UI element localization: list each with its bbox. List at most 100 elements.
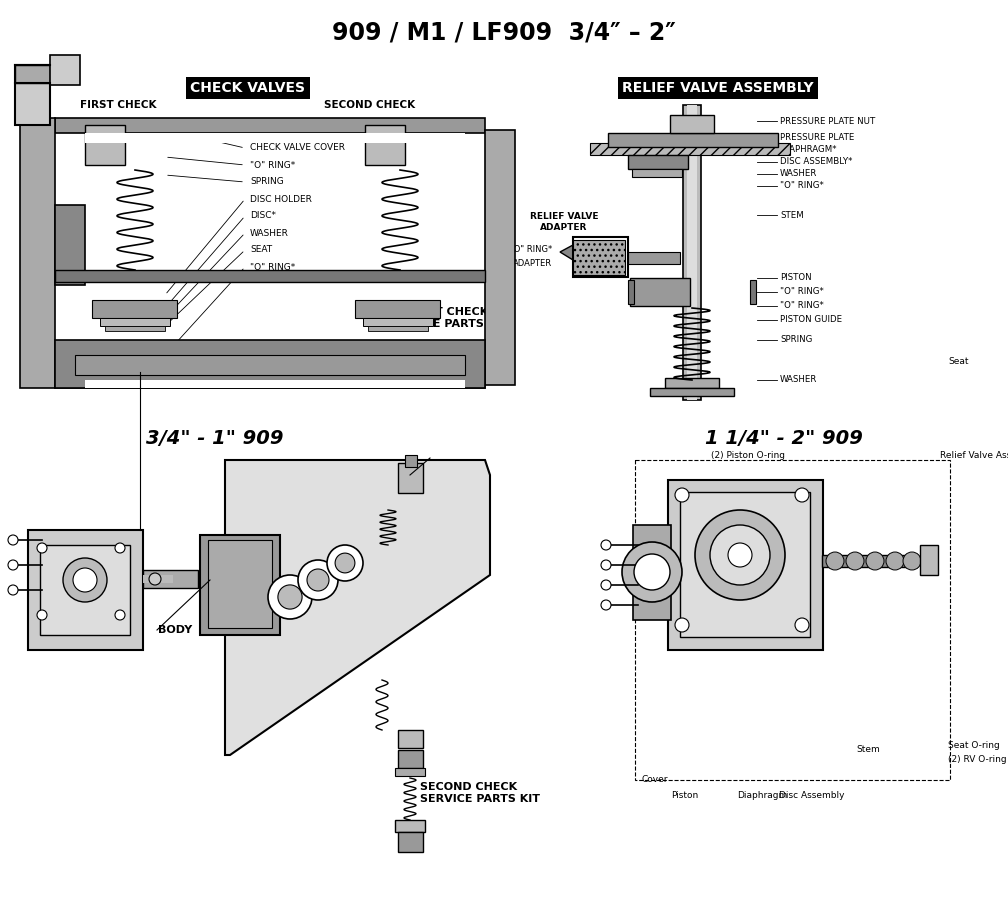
Text: BODY: BODY: [158, 625, 193, 635]
Bar: [55, 118, 485, 133]
Circle shape: [675, 488, 689, 502]
Bar: [55, 340, 485, 388]
Bar: [143, 575, 173, 583]
Text: "O" RING*: "O" RING*: [780, 302, 824, 310]
Text: "O" RING*: "O" RING*: [780, 287, 824, 296]
Text: Relief Valve Assembly: Relief Valve Assembly: [940, 452, 1008, 461]
Circle shape: [62, 558, 107, 602]
Text: SPRING: SPRING: [250, 177, 283, 186]
Bar: [665, 378, 719, 388]
Text: DISC ASSEMBLY*: DISC ASSEMBLY*: [780, 158, 853, 166]
Bar: [822, 555, 917, 567]
Bar: [608, 133, 778, 147]
Circle shape: [866, 552, 884, 570]
Bar: [85, 380, 465, 388]
Text: WASHER: WASHER: [780, 169, 817, 178]
Circle shape: [795, 488, 809, 502]
Polygon shape: [560, 245, 573, 260]
Circle shape: [601, 540, 611, 550]
Bar: [573, 240, 625, 275]
Circle shape: [8, 560, 18, 570]
Circle shape: [826, 552, 844, 570]
Circle shape: [149, 573, 161, 585]
Circle shape: [795, 618, 809, 632]
Circle shape: [675, 618, 689, 632]
Text: Seat O-ring: Seat O-ring: [948, 741, 1000, 750]
Bar: [368, 326, 428, 331]
Circle shape: [115, 543, 125, 553]
Bar: [683, 105, 701, 400]
Bar: [15, 65, 50, 83]
Text: "O" RING*: "O" RING*: [510, 246, 552, 255]
Circle shape: [634, 554, 670, 590]
Circle shape: [886, 552, 904, 570]
Bar: [750, 280, 756, 304]
Bar: [105, 326, 165, 331]
Text: SECOND CHECK: SECOND CHECK: [325, 100, 415, 110]
Bar: [680, 492, 810, 637]
Bar: [920, 545, 938, 575]
Bar: [633, 525, 671, 620]
Bar: [363, 318, 433, 326]
Bar: [55, 370, 485, 388]
Text: Diaphragm: Diaphragm: [737, 790, 787, 799]
Bar: [20, 118, 55, 388]
Circle shape: [728, 543, 752, 567]
Bar: [365, 125, 405, 165]
Bar: [398, 750, 423, 768]
Circle shape: [846, 552, 864, 570]
Bar: [92, 300, 177, 318]
Bar: [628, 155, 688, 169]
Text: FIRST CHECK
SERVICE PARTS KIT: FIRST CHECK SERVICE PARTS KIT: [388, 307, 508, 328]
Circle shape: [8, 535, 18, 545]
Text: WASHER: WASHER: [250, 229, 289, 238]
Bar: [635, 460, 950, 780]
Bar: [100, 318, 170, 326]
Bar: [200, 535, 280, 635]
Bar: [398, 730, 423, 748]
Text: Cover: Cover: [642, 776, 668, 785]
Text: WASHER: WASHER: [780, 375, 817, 384]
Text: RELIEF VALVE
ADAPTER: RELIEF VALVE ADAPTER: [530, 212, 599, 231]
Bar: [143, 570, 198, 588]
Bar: [355, 300, 440, 318]
Polygon shape: [225, 460, 490, 755]
Text: DISC HOLDER: DISC HOLDER: [250, 194, 311, 203]
Text: RELIEF VALVE ASSEMBLY: RELIEF VALVE ASSEMBLY: [622, 81, 813, 95]
Circle shape: [37, 543, 47, 553]
Text: (2) Piston O-ring: (2) Piston O-ring: [711, 452, 785, 461]
Text: "O" RING*: "O" RING*: [250, 263, 295, 272]
Bar: [628, 252, 680, 264]
Circle shape: [73, 568, 97, 592]
Text: CHECK VALVE COVER: CHECK VALVE COVER: [250, 143, 345, 152]
Circle shape: [601, 560, 611, 570]
Circle shape: [115, 610, 125, 620]
Circle shape: [37, 610, 47, 620]
Circle shape: [327, 545, 363, 581]
Bar: [28, 530, 143, 650]
Circle shape: [601, 600, 611, 610]
Bar: [208, 540, 272, 628]
Text: SPRING: SPRING: [780, 336, 812, 345]
Text: PRESSURE PLATE: PRESSURE PLATE: [780, 133, 855, 142]
Bar: [75, 355, 465, 375]
Text: DISC*: DISC*: [250, 212, 276, 220]
Text: FIRST CHECK: FIRST CHECK: [80, 100, 156, 110]
Bar: [670, 115, 714, 133]
Text: (2) RV O-ring: (2) RV O-ring: [948, 755, 1007, 764]
Text: Stem: Stem: [856, 745, 880, 754]
Circle shape: [601, 580, 611, 590]
Circle shape: [298, 560, 338, 600]
Text: "O" RING*: "O" RING*: [250, 160, 295, 169]
Text: STEM: STEM: [780, 211, 803, 220]
Text: Seat: Seat: [948, 357, 969, 366]
Text: SEAT: SEAT: [250, 246, 272, 255]
Bar: [85, 133, 465, 143]
Bar: [573, 237, 628, 277]
Bar: [485, 130, 515, 385]
Bar: [632, 169, 682, 177]
Text: 3/4" - 1" 909: 3/4" - 1" 909: [146, 429, 283, 448]
Text: CHECK VALVES: CHECK VALVES: [191, 81, 305, 95]
Bar: [405, 455, 417, 467]
Text: 909 / M1 / LF909  3/4″ – 2″: 909 / M1 / LF909 3/4″ – 2″: [332, 20, 676, 44]
